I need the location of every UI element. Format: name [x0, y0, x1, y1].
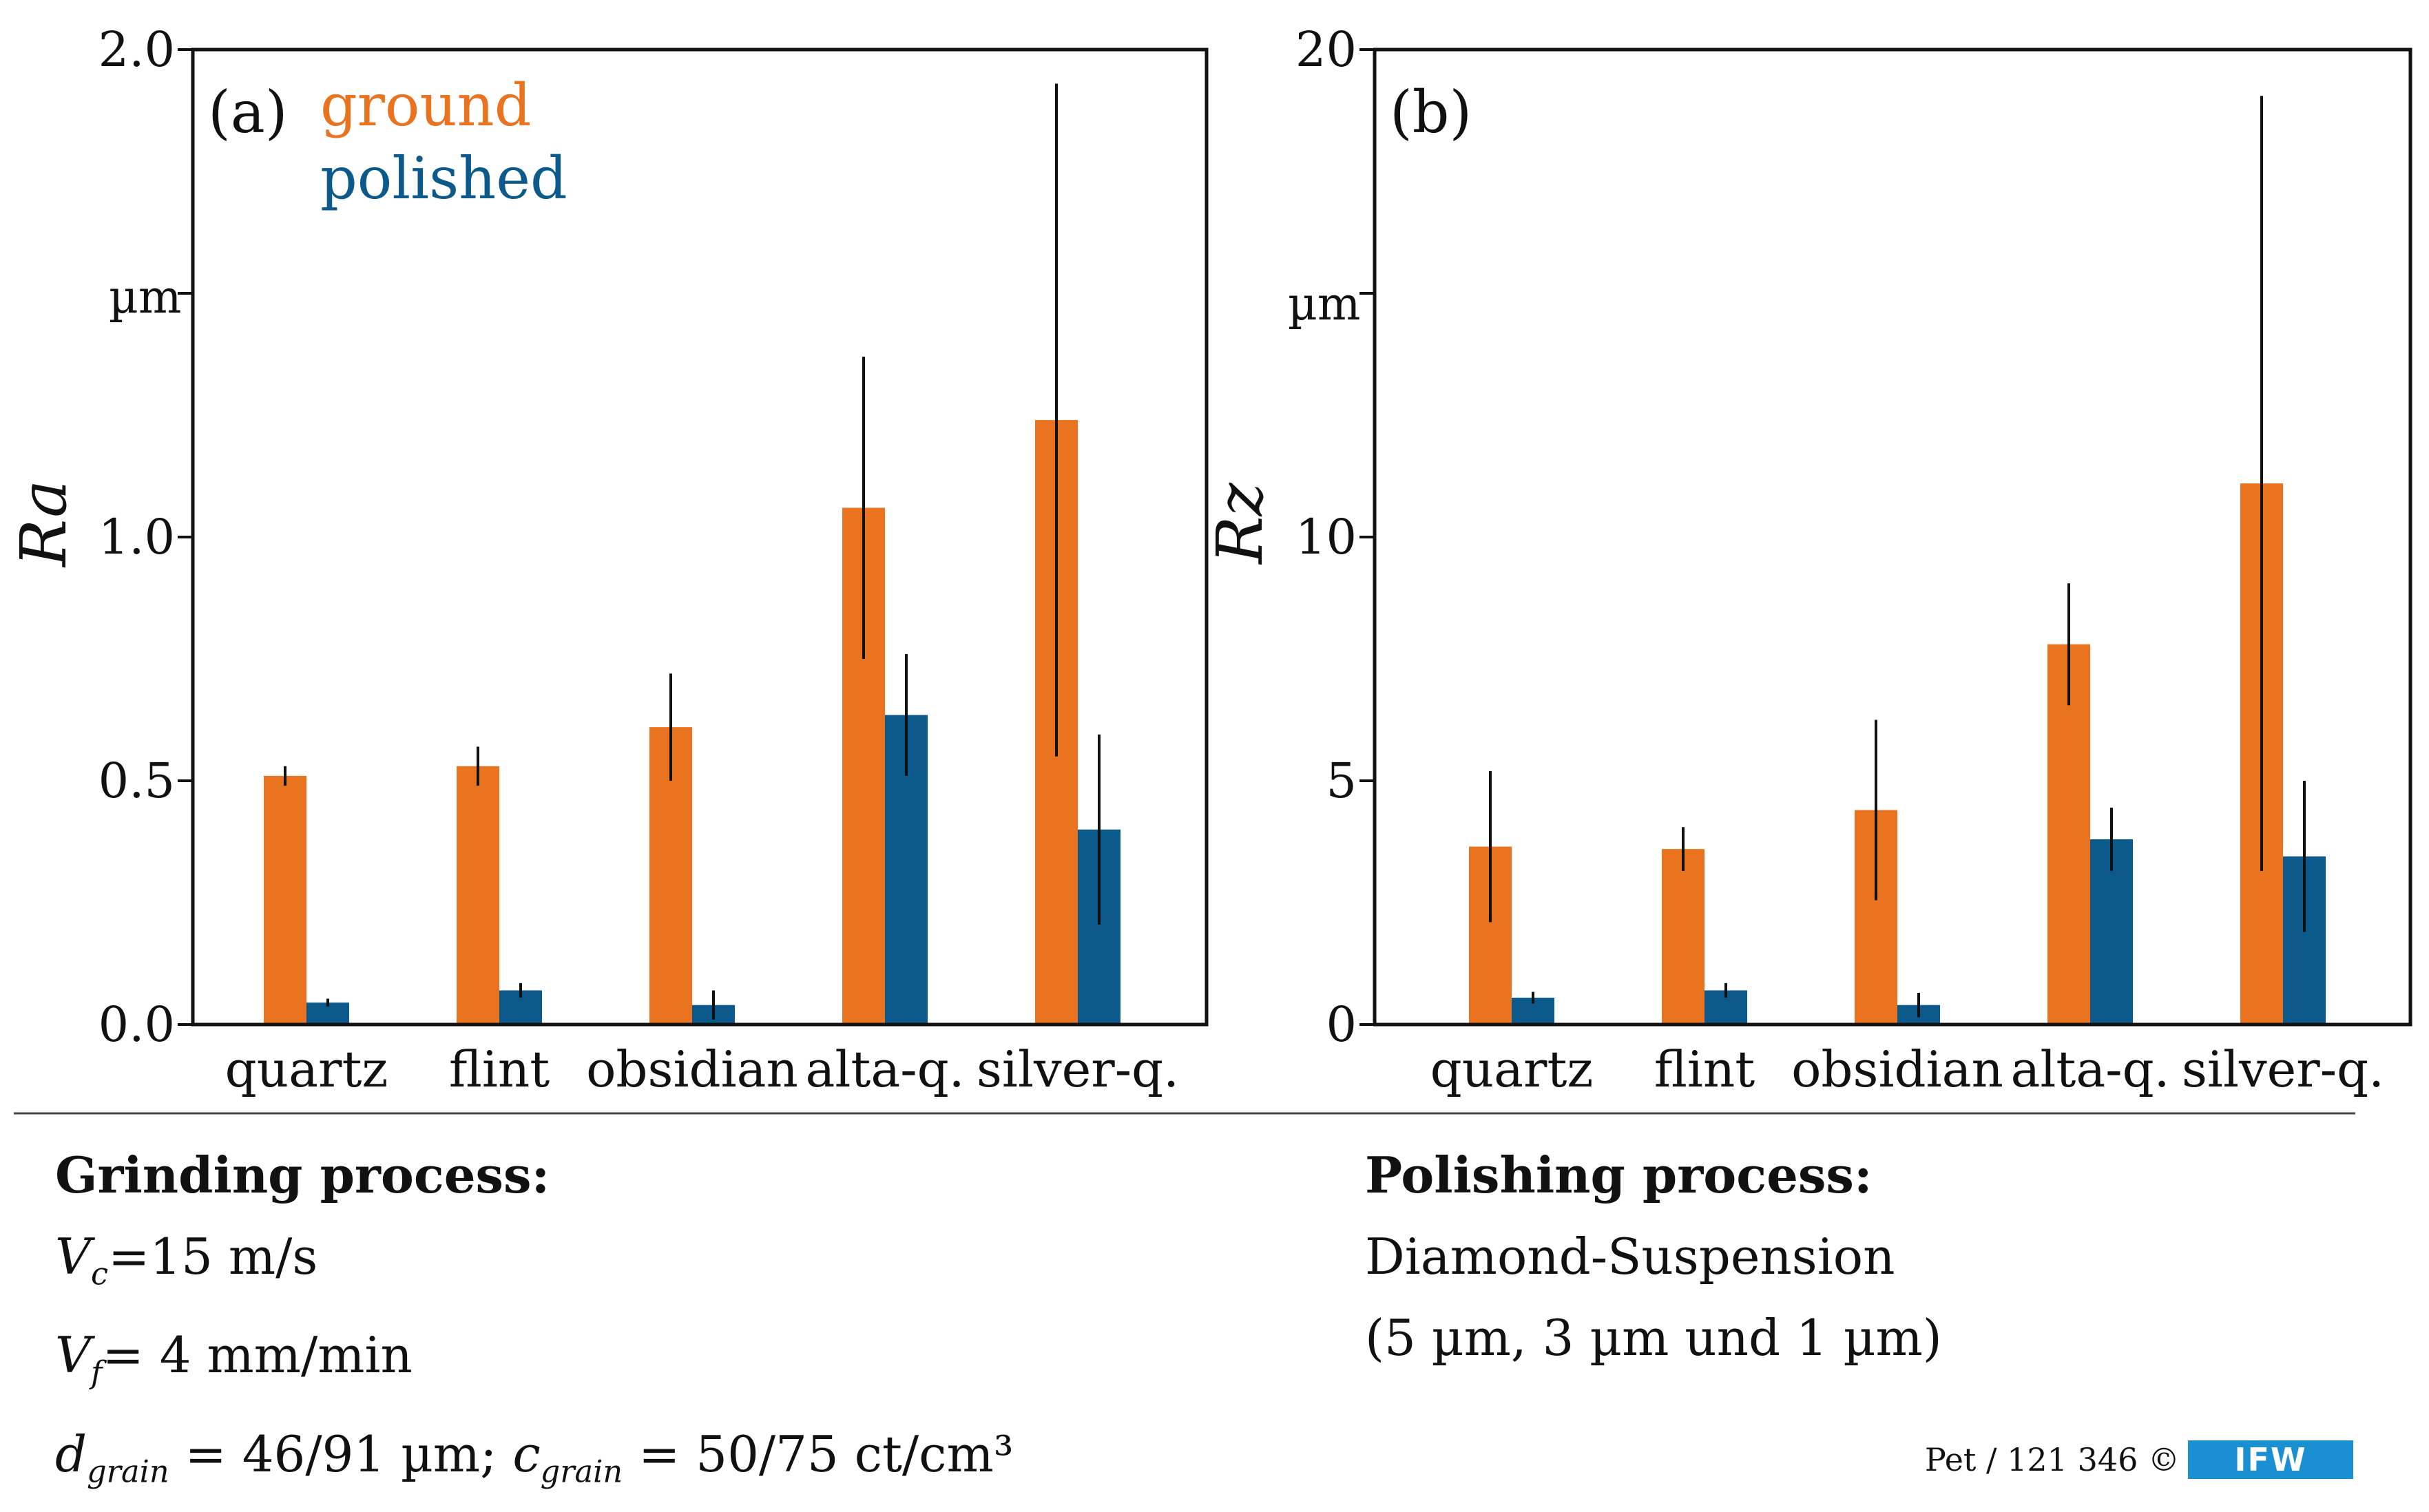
y-tick-label-2: 1.0 — [98, 509, 175, 565]
panel-label: (a) — [208, 78, 288, 146]
grain-params: dgrain = 46/91 µm; cgrain = 50/75 ct/cm³ — [55, 1425, 1014, 1490]
x-tick-label-0: quartz — [225, 1040, 388, 1098]
y-tick-label-1: 0.5 — [98, 753, 175, 809]
polishing-line-1: Diamond-Suspension — [1365, 1228, 1895, 1285]
y-tick-label-4: 20 — [1295, 21, 1357, 78]
figure: quartz flint obsidian alta-q. silver-q.0.00.… — [7, 21, 2412, 1115]
y-tick-label-0: 0.0 — [98, 996, 175, 1053]
grinding-notes: Grinding process: Vc=15 m/s Vf= 4 mm/min… — [55, 1135, 1014, 1512]
x-tick-label-4: silver-q. — [2182, 1040, 2384, 1098]
feed-rate: Vf= 4 mm/min — [55, 1326, 413, 1391]
cutting-speed: Vc=15 m/s — [55, 1228, 318, 1292]
bar-ground-3 — [2047, 644, 2090, 1025]
x-tick-label-1: flint — [449, 1040, 550, 1098]
x-tick-label-2: obsidian — [1791, 1040, 2003, 1098]
chart-panel-b: quartz flint obsidian alta-q. silver-q. 0 5 10 2… — [1203, 21, 2412, 1098]
x-tick-label-3: alta-q. — [805, 1040, 964, 1098]
grinding-header: Grinding process: — [55, 1146, 550, 1204]
unit-label: µm — [1288, 277, 1360, 330]
y-axis-label: Ra — [7, 480, 81, 568]
x-tick-label-2: obsidian — [586, 1040, 798, 1098]
bar-ground-1 — [457, 766, 499, 1025]
chart-panel-a: quartz flint obsidian alta-q. silver-q. 0.0 0.… — [7, 21, 1209, 1098]
x-tick-label-1: flint — [1654, 1040, 1755, 1098]
x-tick-label-0: quartz — [1430, 1040, 1594, 1098]
unit-label: µm — [109, 271, 181, 324]
y-tick-label-2: 10 — [1295, 509, 1357, 565]
polishing-header: Polishing process: — [1365, 1146, 1873, 1204]
reference-number: Pet / 121 346 © — [1924, 1441, 2180, 1478]
x-tick-label-4: silver-q. — [977, 1040, 1179, 1098]
x-tick-label-3: alta-q. — [2010, 1040, 2169, 1098]
y-tick-label-0: 0 — [1326, 996, 1357, 1053]
y-axis-label: Rz — [1203, 483, 1277, 565]
polishing-notes: Polishing process: Diamond-Suspension (5… — [1365, 1135, 1942, 1378]
bar-ground-0 — [264, 775, 306, 1025]
panel-label: (b) — [1390, 78, 1472, 146]
footer: Pet / 121 346 © IFW — [1925, 1440, 2353, 1479]
legend-entry-polished: polished — [320, 145, 567, 212]
legend-entry-ground: ground — [320, 72, 531, 139]
bar-ground-1 — [1662, 849, 1705, 1025]
y-tick-label-4: 2.0 — [98, 21, 175, 78]
ifw-logo: IFW — [2188, 1440, 2353, 1479]
y-tick-label-1: 5 — [1326, 753, 1357, 809]
polishing-line-2: (5 µm, 3 µm und 1 µm) — [1365, 1309, 1942, 1367]
